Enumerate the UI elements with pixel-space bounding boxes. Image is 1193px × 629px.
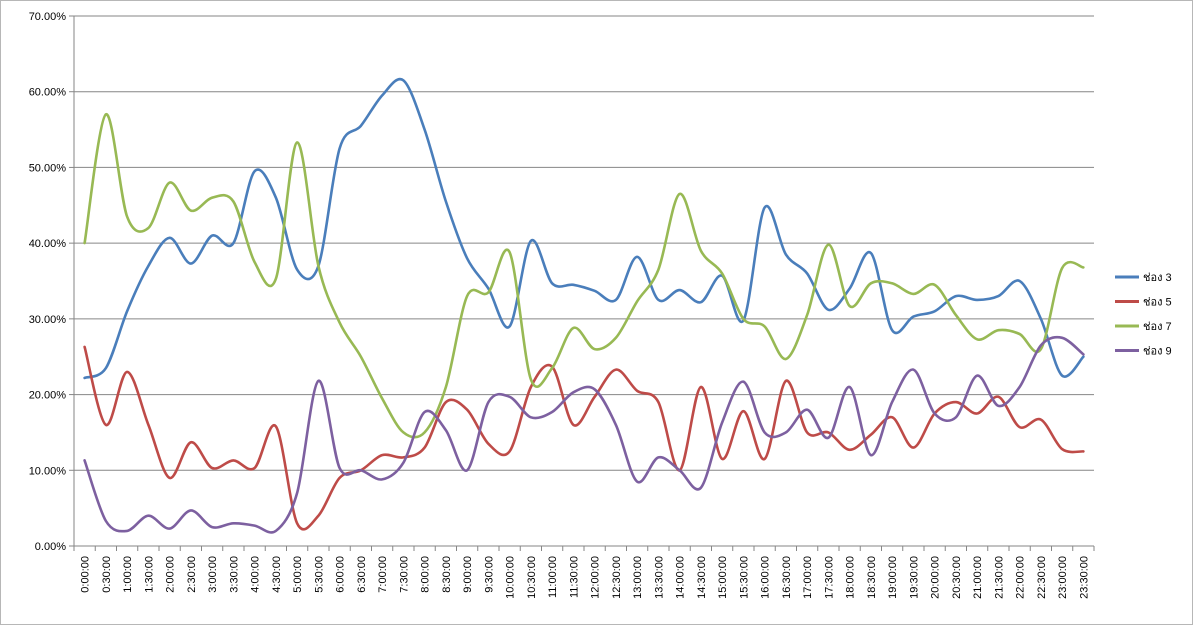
y-tick-label: 30.00%: [29, 314, 67, 326]
y-tick-label: 20.00%: [29, 390, 67, 402]
x-tick-label: 9:00:00: [462, 556, 474, 593]
x-tick-label: 10:30:00: [526, 556, 538, 599]
x-tick-label: 17:00:00: [802, 556, 814, 599]
x-tick-label: 11:00:00: [547, 556, 559, 598]
x-tick-label: 17:30:00: [823, 556, 835, 599]
x-tick-label: 12:00:00: [590, 556, 602, 599]
x-tick-label: 13:00:00: [632, 556, 644, 599]
series-line-4: [83, 335, 1085, 534]
x-tick-label: 16:30:00: [781, 556, 793, 599]
x-tick-label: 21:30:00: [993, 556, 1005, 599]
x-tick-label: 10:00:00: [505, 556, 517, 599]
axes: [69, 15, 1095, 551]
x-tick-label: 22:30:00: [1036, 556, 1048, 599]
x-tick-label: 12:30:00: [611, 556, 623, 599]
series-line-3: [83, 113, 1085, 439]
legend-label: ช่อง 3: [1143, 272, 1172, 284]
x-tick-label: 11:30:00: [568, 556, 580, 598]
x-tick-label: 15:00:00: [717, 556, 729, 599]
x-tick-label: 0:30:00: [101, 556, 113, 593]
y-tick-label: 10.00%: [29, 465, 67, 477]
y-axis-tick-labels: 0.00% 10.00% 20.00% 30.00% 40.00% 50.00% 60.00…: [29, 11, 67, 553]
series-line-2: [83, 345, 1085, 531]
x-tick-label: 8:00:00: [420, 556, 432, 593]
x-tick-label: 21:00:00: [972, 556, 984, 599]
x-tick-label: 3:30:00: [228, 556, 240, 593]
x-tick-label: 1:00:00: [122, 556, 134, 593]
x-tick-label: 20:30:00: [951, 556, 963, 599]
x-tick-label: 8:30:00: [441, 556, 453, 593]
x-tick-label: 14:30:00: [696, 556, 708, 599]
x-tick-label: 13:30:00: [653, 556, 665, 599]
x-tick-label: 23:00:00: [1057, 556, 1069, 599]
x-tick-label: 14:00:00: [675, 556, 687, 599]
x-tick-label: 19:30:00: [908, 556, 920, 599]
x-tick-label: 7:30:00: [398, 556, 410, 593]
x-axis-tick-labels: 0:00:00 0:30:00 1:00:00 1:30:00 2:00:00 2:30:…: [80, 556, 1091, 599]
x-tick-label: 2:00:00: [165, 556, 177, 593]
x-tick-label: 20:00:00: [930, 556, 942, 599]
x-tick-label: 22:00:00: [1015, 556, 1027, 599]
series-lines: [83, 77, 1085, 534]
y-tick-label: 60.00%: [29, 87, 67, 99]
x-tick-label: 19:00:00: [887, 556, 899, 599]
x-tick-label: 2:30:00: [186, 556, 198, 593]
x-tick-label: 18:00:00: [845, 556, 857, 599]
gridlines: [74, 15, 1094, 471]
x-tick-label: 18:30:00: [866, 556, 878, 599]
x-tick-label: 3:00:00: [207, 556, 219, 593]
y-tick-label: 0.00%: [35, 541, 66, 553]
x-tick-label: 5:30:00: [313, 556, 325, 593]
legend-label: ช่อง 9: [1143, 346, 1172, 358]
series-line-1: [83, 77, 1085, 380]
x-tick-label: 4:30:00: [271, 556, 283, 593]
x-tick-label: 7:00:00: [377, 556, 389, 593]
legend-label: ช่อง 7: [1143, 321, 1172, 333]
x-tick-label: 4:00:00: [250, 556, 262, 593]
x-tick-label: 15:30:00: [738, 556, 750, 599]
x-tick-label: 9:30:00: [483, 556, 495, 593]
y-tick-label: 70.00%: [29, 11, 67, 23]
x-tick-label: 0:00:00: [80, 556, 92, 593]
x-tick-label: 23:30:00: [1078, 556, 1090, 599]
x-tick-label: 5:00:00: [292, 556, 304, 593]
x-tick-label: 6:30:00: [356, 556, 368, 593]
x-tick-label: 6:00:00: [335, 556, 347, 593]
x-tick-label: 1:30:00: [143, 556, 155, 593]
x-tick-label: 16:00:00: [760, 556, 772, 599]
y-tick-label: 50.00%: [29, 162, 67, 174]
legend-label: ช่อง 5: [1143, 297, 1172, 309]
y-tick-label: 40.00%: [29, 238, 67, 250]
legend: ช่อง 3 ช่อง 5 ช่อง 7 ช่อง 9: [1115, 272, 1172, 358]
